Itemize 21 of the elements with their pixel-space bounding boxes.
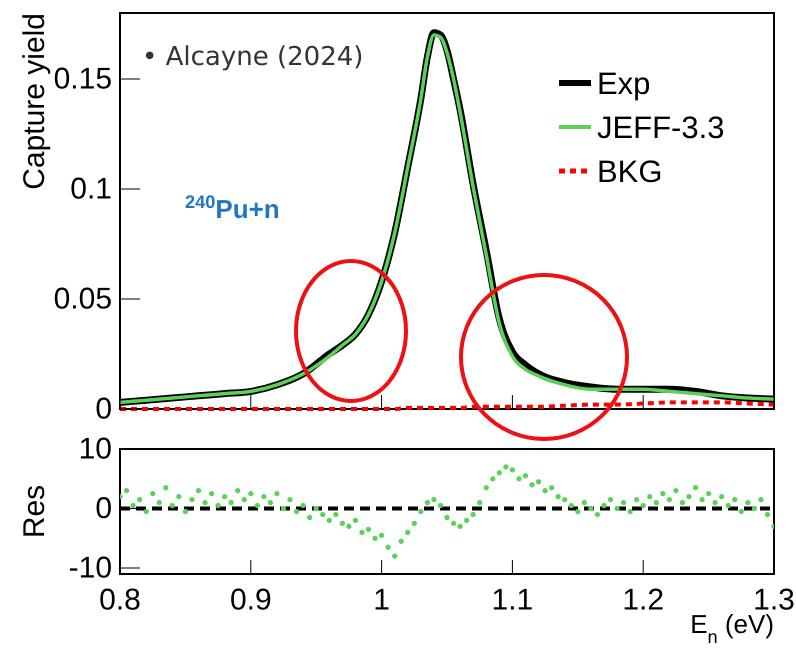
annotation: • Alcayne (2024)	[142, 42, 364, 72]
y-tick-label: 0	[95, 392, 112, 426]
y-tick-label: 10	[78, 432, 112, 466]
x-tick-label: 1.1	[492, 583, 534, 616]
y-axis-title: Res	[18, 484, 51, 538]
legend-label: BKG	[597, 154, 662, 189]
annotation: $^{240}$Pu+n	[185, 192, 280, 224]
legend-label: Exp	[597, 66, 650, 101]
y-tick-label: -10	[68, 552, 112, 585]
x-axis-title: E$_{n}$ (eV)	[690, 609, 774, 647]
y-tick-label: 0	[95, 492, 112, 526]
y-tick-label: 0.1	[70, 172, 112, 206]
line-series	[120, 400, 774, 411]
x-tick-label: 1	[373, 583, 390, 616]
legend-label: JEFF-3.3	[597, 110, 724, 145]
x-tick-label: 1.2	[622, 583, 664, 616]
y-axis-title: Capture yield	[18, 13, 51, 190]
x-tick-label: 0.9	[230, 583, 272, 616]
y-tick-label: 0.15	[54, 62, 112, 96]
x-tick-label: 0.8	[99, 583, 141, 616]
y-tick-label: 0.05	[54, 282, 112, 316]
